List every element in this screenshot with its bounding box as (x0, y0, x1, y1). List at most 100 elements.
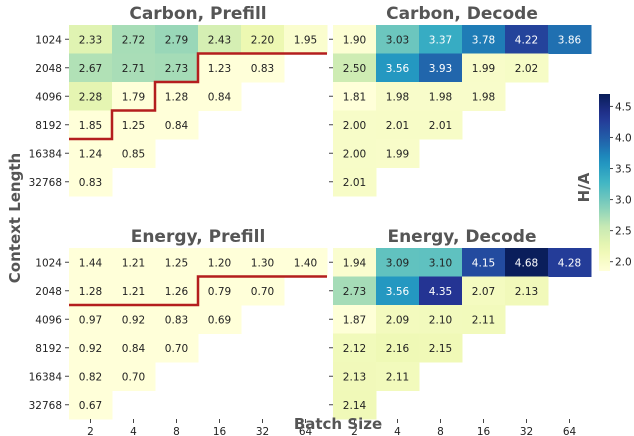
heatmap-cell (376, 276, 420, 306)
y-tick-label: 8192 (35, 120, 62, 132)
cell-value-label: 0.97 (79, 314, 102, 326)
heatmap-cell (112, 110, 156, 140)
y-tick-label: 4096 (35, 314, 62, 326)
cell-value-label: 1.87 (343, 314, 366, 326)
heatmap-cell (505, 248, 549, 277)
boundary-line (69, 275, 327, 307)
cell-value-label: 3.78 (472, 34, 495, 46)
x-tick-label: 2 (87, 426, 94, 436)
cell-value-label: 0.70 (165, 343, 188, 355)
cell-value-label: 1.20 (208, 257, 231, 269)
colorbar-tick-label: 3.5 (615, 164, 632, 176)
heatmap-cell (198, 53, 242, 83)
cell-value-label: 0.83 (79, 177, 102, 189)
heatmap-cell (241, 25, 285, 54)
y-tick-label: 2048 (35, 63, 62, 75)
heatmap-cell (419, 110, 463, 140)
heatmap-cell (69, 82, 113, 111)
cell-value-label: 1.21 (122, 286, 145, 298)
cell-value-label: 1.85 (79, 120, 102, 132)
heatmap-cell (112, 139, 156, 168)
heatmap-cell (333, 333, 377, 363)
colorbar-tick-label: 4.5 (615, 101, 632, 113)
heatmap-cell (69, 276, 113, 306)
cell-value-label: 0.84 (165, 120, 189, 132)
colorbar-gradient (599, 94, 610, 271)
panel-title: Carbon, Prefill (129, 4, 266, 24)
cell-value-label: 1.81 (343, 91, 366, 103)
heatmap-cell (155, 276, 199, 306)
heatmap-cell (112, 82, 156, 111)
cell-value-label: 4.68 (515, 257, 538, 269)
heatmap-cell (333, 362, 377, 391)
heatmap-cell (112, 305, 156, 334)
cell-value-label: 0.85 (122, 148, 145, 160)
heatmap-cell (155, 25, 199, 54)
cell-value-label: 2.10 (429, 314, 452, 326)
cell-value-label: 3.37 (429, 34, 452, 46)
y-tick-label: 16384 (29, 148, 63, 160)
cell-value-label: 2.01 (429, 120, 452, 132)
cell-value-label: 1.24 (79, 148, 103, 160)
heatmap-cell (333, 167, 377, 197)
cell-value-label: 2.15 (429, 343, 452, 355)
cell-value-label: 2.13 (515, 286, 538, 298)
heatmap-panel: Carbon, Prefill 2.33 2.72 2.79 2.43 2.20 1.95 2… (29, 4, 328, 197)
cell-value-label: 1.25 (122, 120, 145, 132)
heatmap-panel: Energy, Prefill 1.44 1.21 1.25 1.20 1.30 1.40 1… (29, 227, 328, 436)
cell-value-label: 0.69 (208, 314, 231, 326)
heatmap-cell (241, 276, 285, 306)
heatmap-cell (419, 276, 463, 306)
boundary-line (69, 52, 327, 141)
x-tick-label: 64 (299, 426, 313, 436)
heatmap-cell (462, 305, 506, 334)
cell-value-label: 3.09 (386, 257, 409, 269)
cell-value-label: 0.70 (122, 371, 145, 383)
x-tick-label: 2 (351, 426, 358, 436)
cell-value-label: 2.72 (122, 34, 145, 46)
cell-value-label: 1.98 (429, 91, 452, 103)
heatmap-cell (505, 276, 549, 306)
colorbar: 2.0 2.5 3.0 3.5 4.0 4.5 H/A (575, 94, 632, 271)
heatmap-cell (69, 248, 113, 277)
cell-value-label: 4.22 (515, 34, 538, 46)
x-tick-label: 4 (394, 426, 401, 436)
heatmap-cell (155, 110, 199, 140)
heatmap-cell (284, 25, 328, 54)
heatmap-cell (69, 25, 113, 54)
heatmap-cell (376, 82, 420, 111)
heatmap-cell (112, 276, 156, 306)
heatmap-cell (376, 25, 420, 54)
cell-value-label: 1.99 (386, 148, 409, 160)
heatmap-cell (69, 110, 113, 140)
cell-value-label: 0.83 (165, 314, 188, 326)
heatmap-cell (505, 25, 549, 54)
heatmap-cell (198, 248, 242, 277)
heatmap-cell (333, 53, 377, 83)
cell-value-label: 2.16 (386, 343, 410, 355)
cell-value-label: 1.98 (386, 91, 409, 103)
cell-value-label: 2.11 (472, 314, 495, 326)
heatmap-cell (112, 333, 156, 363)
heatmap-cell (69, 139, 113, 168)
colorbar-tick-label: 3.0 (615, 195, 632, 207)
cell-value-label: 1.79 (122, 91, 145, 103)
cell-value-label: 1.90 (343, 34, 366, 46)
y-tick-label: 4096 (35, 91, 62, 103)
cell-value-label: 0.79 (208, 286, 231, 298)
heatmap-cell (241, 53, 285, 83)
cell-value-label: 1.95 (294, 34, 317, 46)
cell-value-label: 0.82 (79, 371, 102, 383)
cell-value-label: 4.35 (429, 286, 452, 298)
cell-value-label: 1.25 (165, 257, 188, 269)
heatmap-cell (198, 82, 242, 111)
cell-value-label: 2.73 (165, 63, 188, 75)
cell-value-label: 2.14 (343, 400, 367, 412)
heatmap-cell (419, 333, 463, 363)
heatmap-cell (155, 333, 199, 363)
cell-value-label: 0.84 (122, 343, 146, 355)
heatmap-cell (112, 25, 156, 54)
heatmap-panel: Carbon, Decode 1.90 3.03 3.37 3.78 4.22 3.86 2.… (329, 4, 592, 197)
cell-value-label: 2.11 (386, 371, 409, 383)
